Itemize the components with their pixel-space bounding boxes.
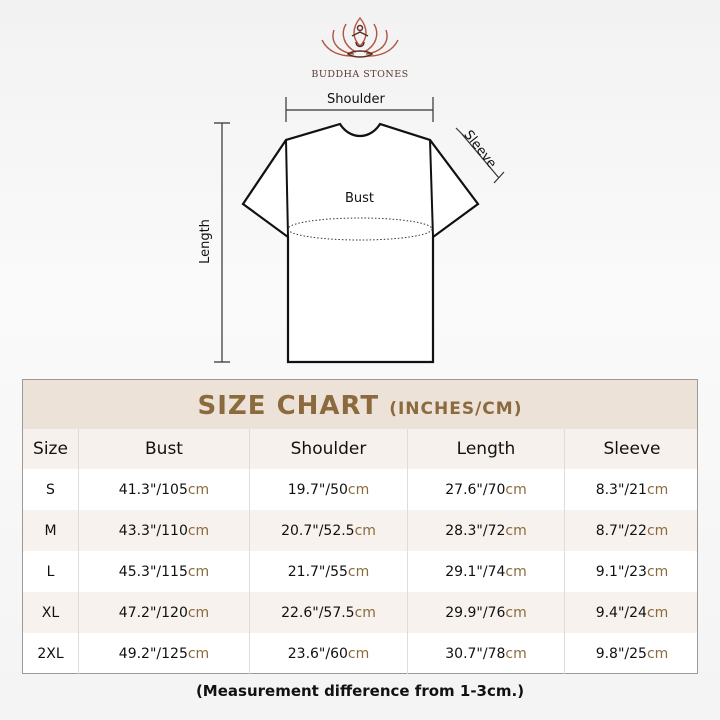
cell-shoulder: 20.7"/52.5 cm <box>249 510 407 551</box>
unit-suffix: cm <box>505 645 527 662</box>
cell-value: 8.3"/21 <box>595 481 647 498</box>
cell-size: L <box>46 563 55 580</box>
bust-measure-line <box>287 217 433 241</box>
cell-length: 29.9"/76 cm <box>407 592 564 633</box>
cell-value: 9.1"/23 <box>595 563 647 580</box>
header-shoulder: Shoulder <box>249 429 407 469</box>
header-size: Size <box>33 439 68 459</box>
header-sleeve: Sleeve <box>564 429 699 469</box>
cell-value: 28.3"/72 <box>445 522 506 539</box>
unit-suffix: cm <box>187 481 210 498</box>
unit-suffix: cm <box>505 481 527 498</box>
unit-suffix: cm <box>347 481 370 498</box>
table-row: S 41.3"/105 cm 19.7"/50 cm 27.6"/70 cm 8.3"/21 c… <box>23 469 697 510</box>
table-row: 2XL 49.2"/125 cm 23.6"/60 cm 30.7"/78 cm 9.8"/2… <box>23 633 697 674</box>
title-text: SIZE CHART <box>197 391 380 421</box>
cell-value: 30.7"/78 <box>445 645 506 662</box>
lotus-meditation-icon <box>321 16 399 58</box>
unit-suffix: cm <box>646 563 669 580</box>
cell-value: 22.6"/57.5 <box>281 604 355 621</box>
unit-suffix: cm <box>187 522 210 539</box>
cell-value: 20.7"/52.5 <box>281 522 355 539</box>
shoulder-label: Shoulder <box>327 92 385 107</box>
bust-label: Bust <box>345 191 375 206</box>
cell-size: S <box>46 481 55 498</box>
tshirt-diagram <box>214 97 505 364</box>
cell-value: 49.2"/125 <box>118 645 188 662</box>
cell-shoulder: 21.7"/55 cm <box>249 551 407 592</box>
measurement-note: (Measurement difference from 1-3cm.) <box>195 682 525 700</box>
header-bust: Bust <box>78 429 249 469</box>
length-measure-line <box>214 122 230 363</box>
table-row: M 43.3"/110 cm 20.7"/52.5 cm 28.3"/72 cm 8.7"/2… <box>23 510 697 551</box>
cell-value: 29.9"/76 <box>445 604 506 621</box>
table-row: XL 47.2"/120 cm 22.6"/57.5 cm 29.9"/76 cm 9.4"/… <box>23 592 697 633</box>
cell-value: 8.7"/22 <box>595 522 647 539</box>
unit-suffix: cm <box>505 563 527 580</box>
size-chart-table: SIZE CHART (INCHES/CM) Size Bust Shoulde… <box>22 379 698 674</box>
cell-value: 19.7"/50 <box>287 481 348 498</box>
unit-suffix: cm <box>187 645 210 662</box>
cell-size: 2XL <box>37 645 64 662</box>
cell-shoulder: 19.7"/50 cm <box>249 469 407 510</box>
unit-suffix: cm <box>505 522 527 539</box>
size-chart-title: SIZE CHART (INCHES/CM) <box>23 380 697 429</box>
cell-sleeve: 9.8"/25 cm <box>564 633 699 674</box>
cell-value: 47.2"/120 <box>118 604 188 621</box>
title-units: (INCHES/CM) <box>389 399 523 419</box>
length-label: Length <box>197 219 213 264</box>
unit-suffix: cm <box>646 481 669 498</box>
cell-shoulder: 22.6"/57.5 cm <box>249 592 407 633</box>
cell-value: 21.7"/55 <box>287 563 348 580</box>
brand-logo: BUDDHA STONES <box>300 14 420 80</box>
unit-suffix: cm <box>347 645 370 662</box>
cell-bust: 49.2"/125 cm <box>78 633 249 674</box>
cell-sleeve: 9.4"/24 cm <box>564 592 699 633</box>
unit-suffix: cm <box>354 604 376 621</box>
unit-suffix: cm <box>187 563 210 580</box>
unit-suffix: cm <box>505 604 527 621</box>
cell-value: 23.6"/60 <box>287 645 348 662</box>
cell-value: 41.3"/105 <box>118 481 188 498</box>
tshirt-outline <box>241 122 480 364</box>
cell-value: 27.6"/70 <box>445 481 506 498</box>
cell-length: 27.6"/70 cm <box>407 469 564 510</box>
unit-suffix: cm <box>354 522 376 539</box>
cell-bust: 47.2"/120 cm <box>78 592 249 633</box>
header-row: Size Bust Shoulder Length Sleeve <box>23 429 697 469</box>
sleeve-measure-line <box>455 127 505 184</box>
brand-name: BUDDHA STONES <box>311 69 409 80</box>
header-length: Length <box>407 429 564 469</box>
cell-bust: 41.3"/105 cm <box>78 469 249 510</box>
cell-sleeve: 8.3"/21 cm <box>564 469 699 510</box>
cell-length: 30.7"/78 cm <box>407 633 564 674</box>
table-row: L 45.3"/115 cm 21.7"/55 cm 29.1"/74 cm 9.1"/23 c… <box>23 551 697 592</box>
cell-bust: 43.3"/110 cm <box>78 510 249 551</box>
unit-suffix: cm <box>646 645 669 662</box>
cell-value: 29.1"/74 <box>445 563 506 580</box>
cell-size: XL <box>41 604 60 621</box>
unit-suffix: cm <box>646 604 669 621</box>
cell-size: M <box>44 522 57 539</box>
unit-suffix: cm <box>646 522 669 539</box>
unit-suffix: cm <box>187 604 210 621</box>
cell-length: 28.3"/72 cm <box>407 510 564 551</box>
cell-sleeve: 9.1"/23 cm <box>564 551 699 592</box>
unit-suffix: cm <box>347 563 370 580</box>
cell-bust: 45.3"/115 cm <box>78 551 249 592</box>
cell-value: 45.3"/115 <box>118 563 188 580</box>
cell-value: 9.4"/24 <box>595 604 647 621</box>
cell-value: 43.3"/110 <box>118 522 188 539</box>
cell-sleeve: 8.7"/22 cm <box>564 510 699 551</box>
cell-length: 29.1"/74 cm <box>407 551 564 592</box>
cell-shoulder: 23.6"/60 cm <box>249 633 407 674</box>
shoulder-measure-line <box>285 97 434 122</box>
cell-value: 9.8"/25 <box>595 645 647 662</box>
